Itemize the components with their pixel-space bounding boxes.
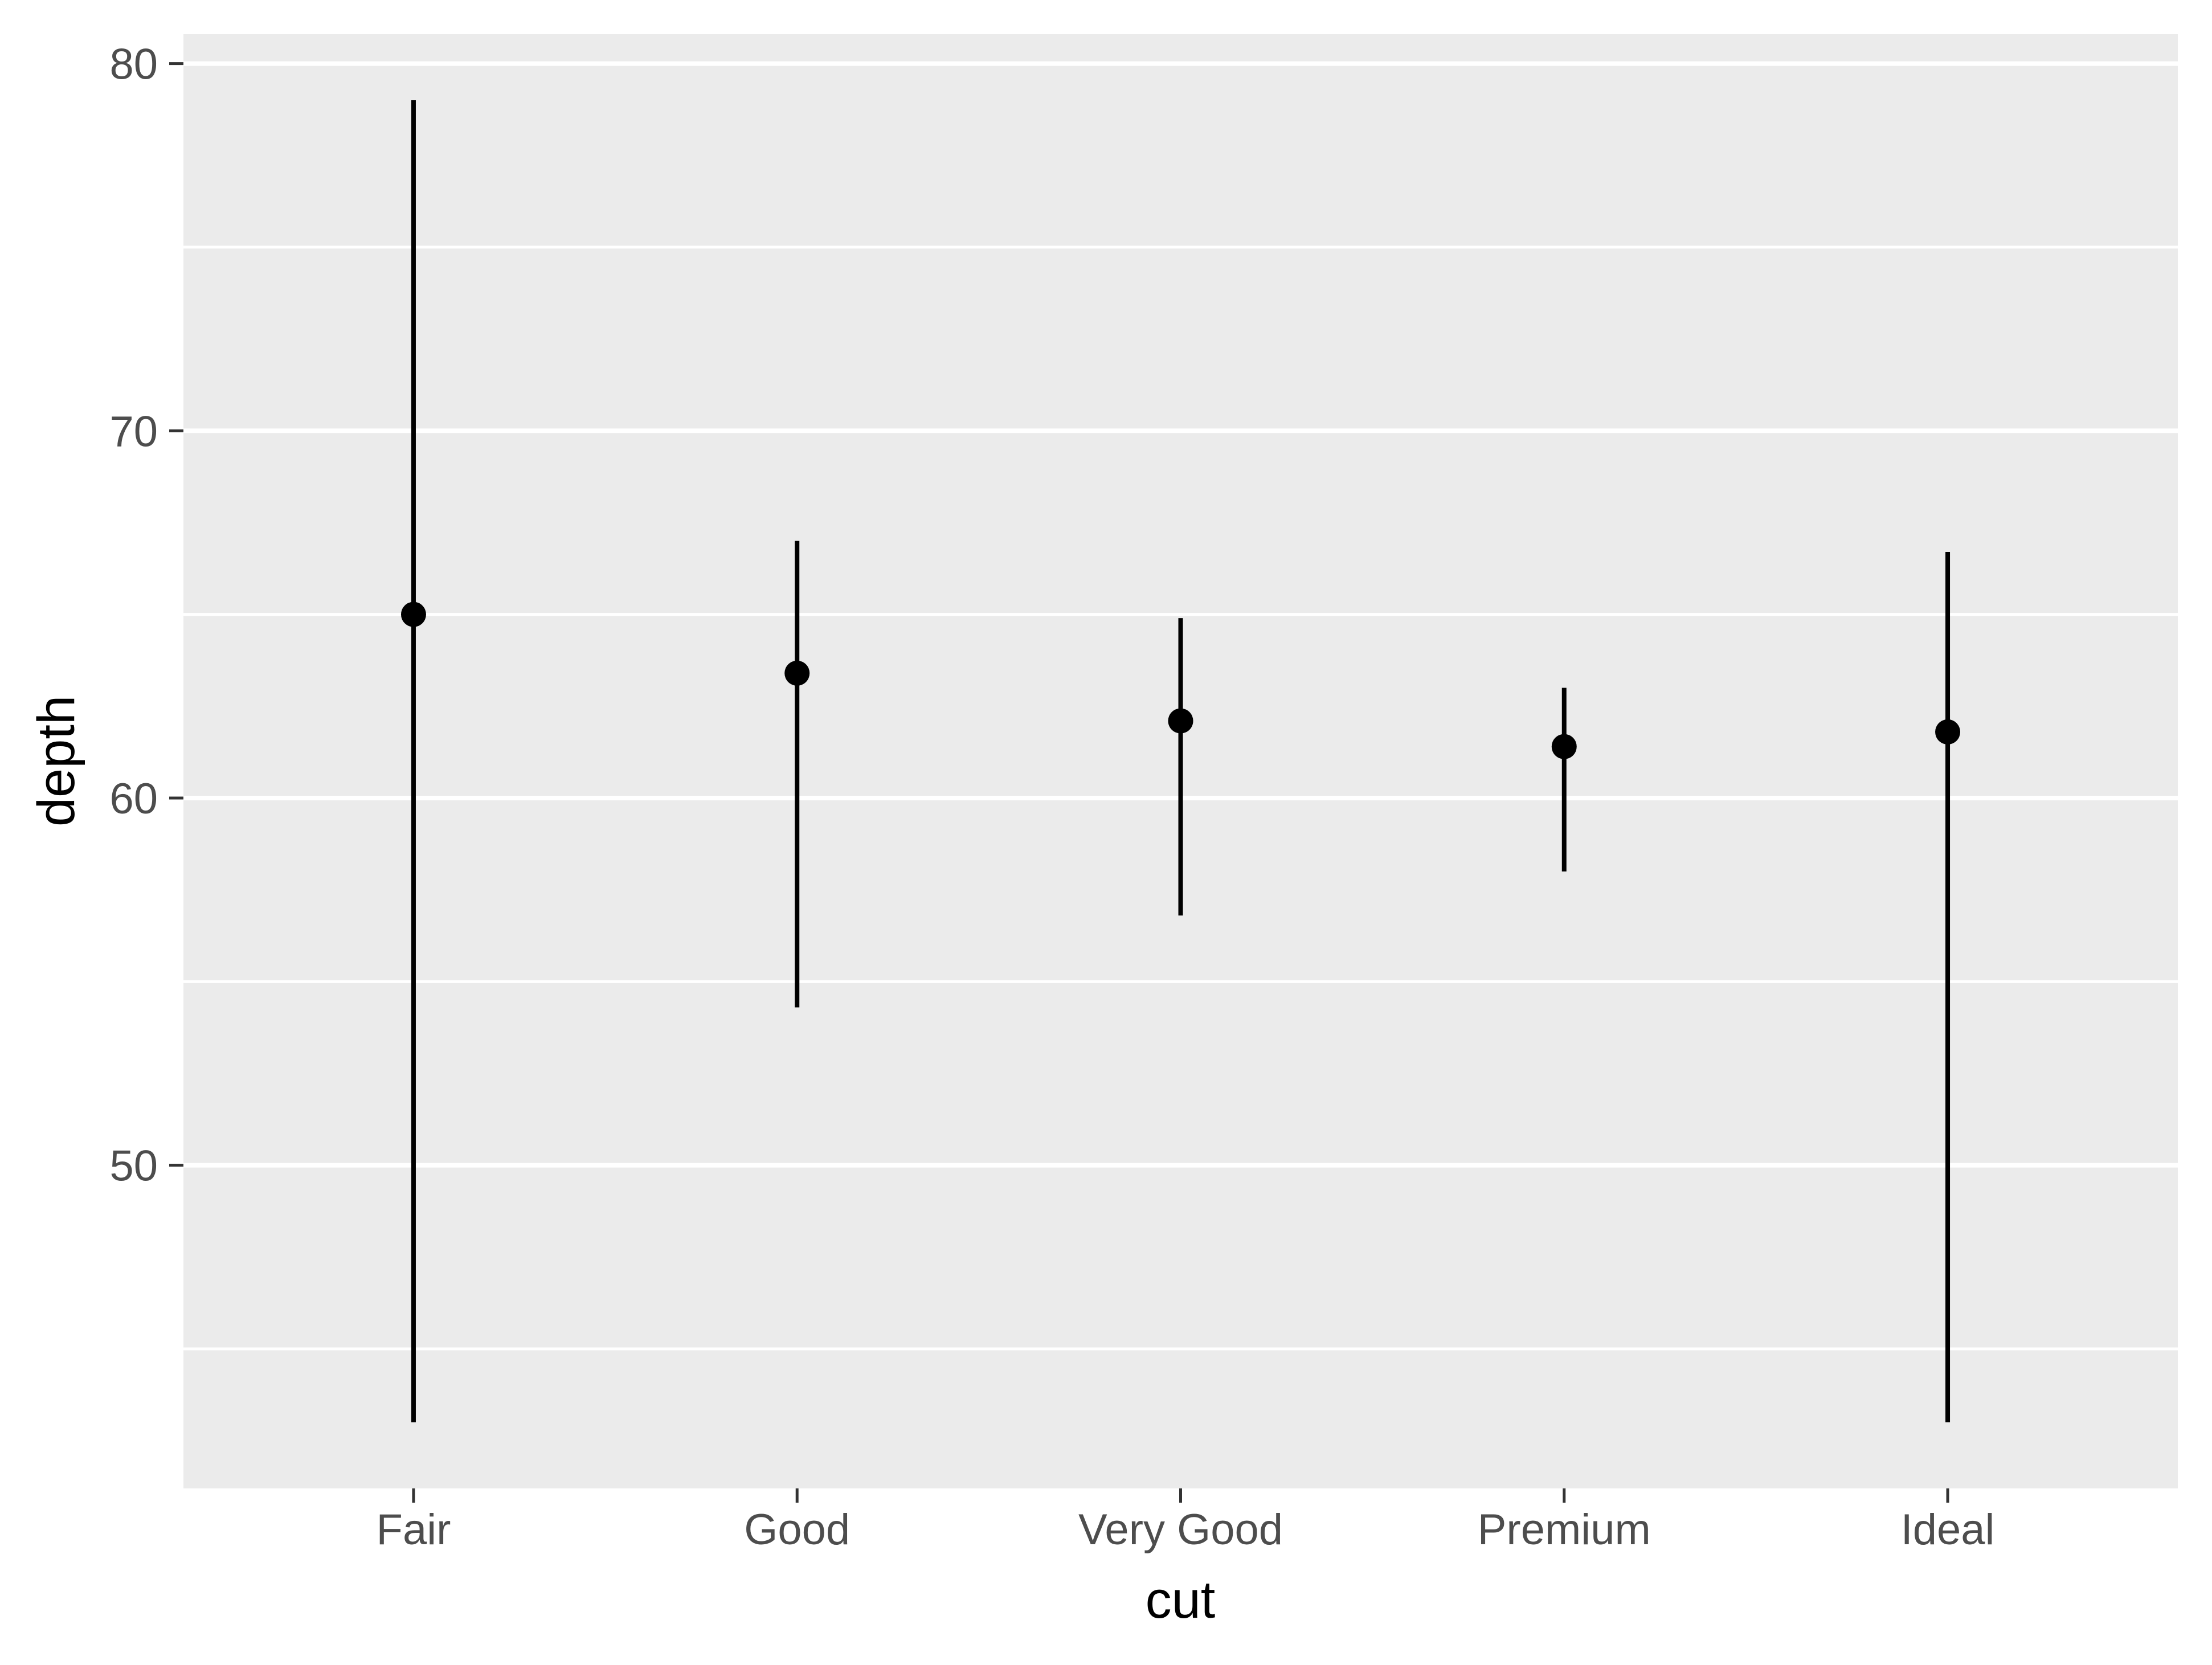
median-point-ideal xyxy=(1935,719,1961,744)
median-point-very-good xyxy=(1168,708,1193,734)
x-tick-label-ideal: Ideal xyxy=(1901,1506,1995,1554)
median-point-premium xyxy=(1551,734,1577,759)
x-tick-label-fair: Fair xyxy=(377,1506,451,1554)
y-tick-label-80: 80 xyxy=(109,40,158,89)
x-tick-label-very-good: Very Good xyxy=(1078,1506,1283,1554)
y-tick-label-50: 50 xyxy=(109,1142,158,1191)
x-tick-label-premium: Premium xyxy=(1478,1506,1651,1554)
plot-area: 50 60 70 80 Fair Good Very Good Premium Ideal xyxy=(109,34,2178,1554)
y-axis-title: depth xyxy=(27,696,85,827)
y-tick-label-70: 70 xyxy=(109,407,158,456)
median-point-fair xyxy=(400,602,426,627)
median-point-good xyxy=(784,660,810,686)
x-tick-label-good: Good xyxy=(744,1506,850,1554)
x-axis-title: cut xyxy=(1146,1571,1216,1629)
y-tick-label-60: 60 xyxy=(109,775,158,823)
